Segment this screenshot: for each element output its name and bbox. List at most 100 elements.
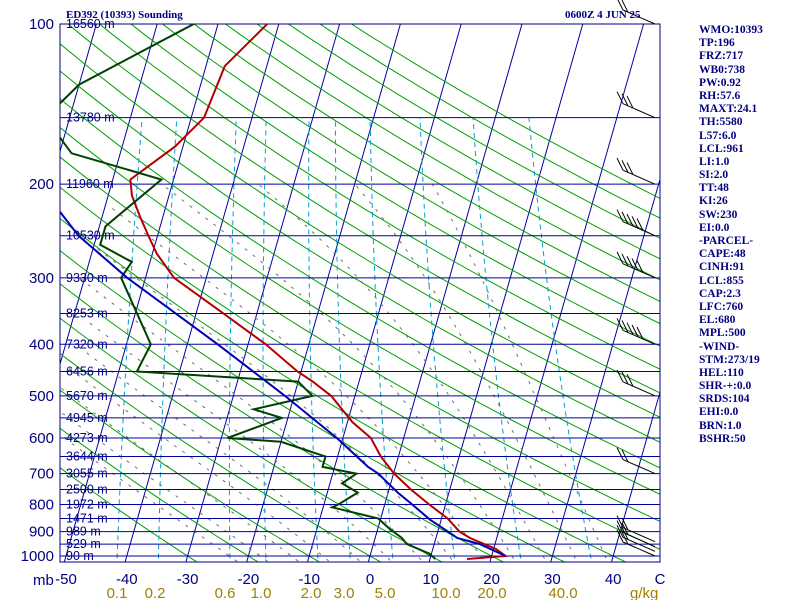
pressure-tick-label: 900 (29, 524, 54, 541)
dry-adiabat-line (67, 24, 660, 394)
height-label: 9330 m (66, 271, 108, 285)
temperature-unit-label: C (655, 571, 666, 588)
wind-barb (616, 251, 656, 279)
stat-item: KI:26 (699, 195, 728, 208)
wind-barbs (616, 0, 656, 557)
plot-frame (59, 23, 661, 563)
isotherm-line (550, 177, 660, 562)
mixing-ratio-tick-label: 1.0 (251, 585, 272, 600)
axis-labels: 16560 m 13780 m 11960 m 10530 m 9330 m 8253 m… (21, 16, 666, 600)
parcel-line (60, 210, 507, 557)
pressure-tick-label: 300 (29, 270, 54, 287)
stat-item: FRZ:717 (699, 50, 744, 63)
pressure-tick-label: 700 (29, 466, 54, 483)
dry-adiabat-line (60, 283, 505, 562)
stat-item: WB0:738 (699, 63, 745, 76)
stat-item: LFC:760 (699, 300, 744, 313)
pressure-tick-label: 1000 (21, 548, 54, 565)
stat-item: -PARCEL- (699, 235, 754, 247)
moist-adiabat-line (161, 183, 517, 562)
height-label: 1972 m (66, 497, 108, 511)
moist-adiabat-line (354, 183, 578, 562)
stat-item: TP:196 (699, 37, 735, 50)
wind-barb (616, 157, 656, 185)
mixing-ratio-line (334, 117, 351, 562)
height-label: 3055 m (66, 467, 108, 481)
height-label: 6456 m (66, 365, 108, 379)
wind-barb (616, 318, 656, 345)
stat-item: TT:48 (699, 182, 729, 195)
pressure-tick-label: 400 (29, 336, 54, 353)
height-label: 90 m (66, 549, 94, 563)
stat-item: HEL:110 (699, 366, 744, 379)
dry-adiabat-line (60, 250, 566, 562)
mixing-ratio-tick-label: 10.0 (431, 585, 460, 600)
mixing-ratio-tick-label: 0.2 (145, 585, 166, 600)
stat-item: RH:57.6 (699, 89, 741, 102)
moist-adiabat-line (92, 244, 455, 562)
temperature-tick-label: -50 (55, 571, 77, 588)
moist-adiabat-line (108, 205, 486, 562)
stat-item: CAPE:48 (699, 248, 746, 261)
stat-item: TH:5580 (699, 116, 743, 129)
stat-item: SHR-+:0.0 (699, 380, 752, 393)
wind-barb (616, 515, 656, 543)
dry-adiabat-line (60, 156, 660, 522)
wind-barb (616, 369, 656, 397)
stat-item: CINH:91 (699, 261, 745, 274)
temperature-tick-label: -40 (116, 571, 138, 588)
stat-item: SW:230 (699, 208, 738, 221)
wind-barb (616, 91, 656, 119)
temperature-tick-label: -30 (177, 571, 199, 588)
stats-panel: WMO:10393 TP:196 FRZ:717 WB0:738 PW:0.92 RH:5… (699, 24, 763, 446)
mixing-ratio-line (419, 117, 456, 562)
mixing-ratio-tick-label: 2.0 (301, 585, 322, 600)
height-label: 7320 m (66, 337, 108, 351)
height-label: 3644 m (66, 449, 108, 463)
pressure-axis-label: mb (33, 572, 54, 589)
wind-barb (617, 0, 656, 25)
temperature-tick-label: 20 (483, 571, 500, 588)
temperature-tick-label: 0 (366, 571, 374, 588)
temperature-tick-label: 30 (544, 571, 561, 588)
mixing-ratio-tick-label: 20.0 (477, 585, 506, 600)
height-label: 8253 m (66, 306, 108, 320)
temperature-line (129, 24, 509, 560)
stat-item: MPL:500 (699, 327, 746, 340)
moist-adiabat-line (257, 183, 547, 562)
wind-barb (616, 447, 656, 475)
pressure-tick-label: 800 (29, 496, 54, 513)
stat-item: SRDS:104 (699, 393, 750, 406)
isotherm-line (489, 24, 645, 562)
stat-item: PW:0.92 (699, 76, 741, 89)
moist-adiabat-grid (60, 183, 609, 562)
height-label: 529 m (66, 537, 101, 551)
height-label: 5670 m (66, 389, 108, 403)
dry-adiabat-line (60, 467, 198, 562)
wind-barb (616, 209, 656, 237)
stat-item: LCL:855 (699, 274, 744, 287)
stat-item: EI:0.0 (699, 221, 730, 234)
moist-adiabat-line (60, 410, 270, 562)
isotherm-line (60, 24, 158, 367)
dewpoint-line (60, 24, 437, 560)
temperature-tick-label: -10 (298, 571, 320, 588)
mixing-ratio-unit-label: g/kg (630, 585, 658, 600)
stat-item: LI:1.0 (699, 155, 730, 168)
stat-item: EHI:0.0 (699, 406, 739, 419)
dry-adiabat-line (60, 317, 443, 562)
stat-item: L57:6.0 (699, 129, 737, 142)
height-label: 13780 m (66, 111, 115, 125)
mixing-ratio-line (308, 117, 319, 562)
height-label: 1471 m (66, 511, 108, 525)
isotherm-line (124, 24, 280, 562)
pressure-tick-label: 100 (29, 16, 54, 33)
stat-item: LCL:961 (699, 142, 744, 155)
moist-adiabat-line (78, 277, 424, 562)
stat-item: BSHR:50 (699, 432, 746, 445)
pressure-tick-label: 600 (29, 430, 54, 447)
stat-item: MAXT:24.1 (699, 103, 758, 116)
height-label: 989 m (66, 525, 101, 539)
dry-adiabat-line (60, 389, 321, 562)
